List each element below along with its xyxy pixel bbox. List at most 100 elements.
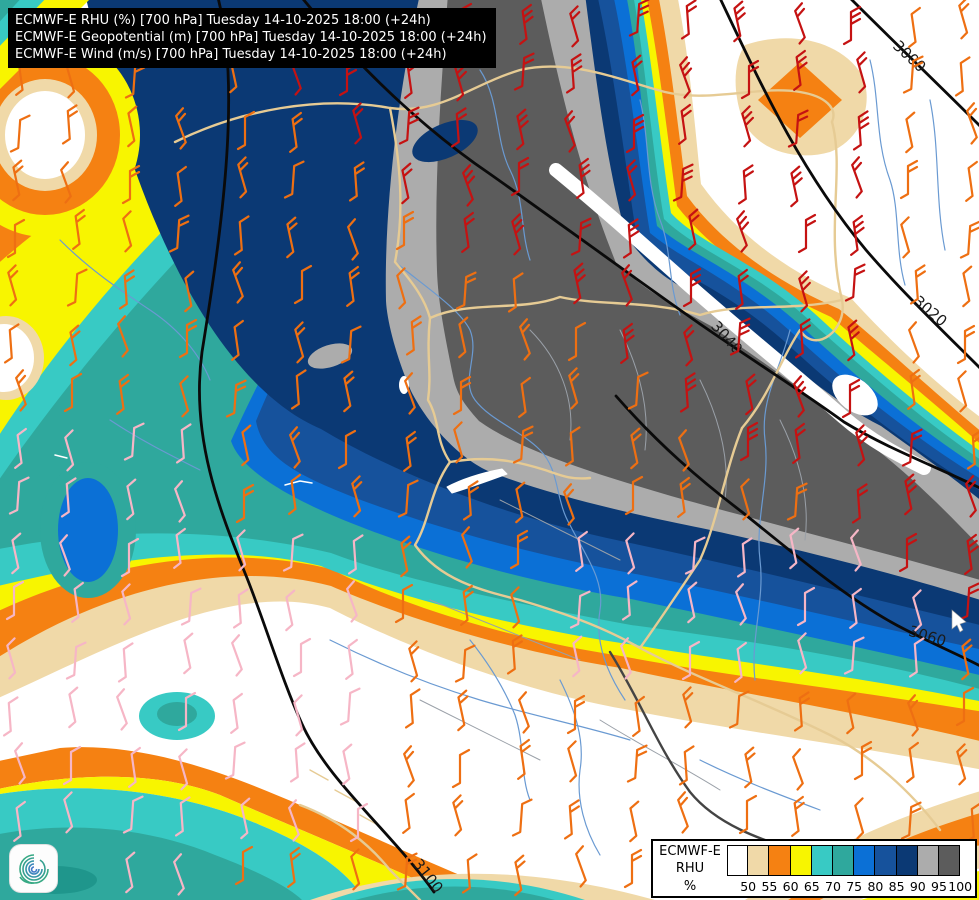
wind-barb <box>289 426 301 469</box>
wind-barb <box>852 110 870 151</box>
wind-barb <box>740 478 751 521</box>
wind-barb <box>518 376 531 418</box>
legend-tick-row: 50 55 60 65 70 75 80 85 90 95 100 <box>653 879 975 895</box>
wind-barb <box>72 208 86 250</box>
wind-barb <box>236 529 247 572</box>
legend-tick-label: 55 <box>761 879 778 894</box>
wind-barb <box>793 691 810 732</box>
wind-barb <box>853 740 873 781</box>
wind-barb <box>173 853 185 896</box>
wind-barb <box>622 218 640 259</box>
wind-barb <box>620 637 632 680</box>
wind-barb <box>241 424 252 467</box>
wind-barb <box>741 105 754 148</box>
wind-barb <box>345 638 358 680</box>
wind-barb <box>791 795 805 837</box>
wind-barb <box>682 267 702 308</box>
wind-barb <box>855 424 868 467</box>
wind-barb <box>175 107 187 150</box>
wind-barb <box>513 52 535 91</box>
wind-barb <box>682 686 694 729</box>
wind-barb <box>458 316 469 359</box>
wind-barb <box>117 315 129 358</box>
legend-tick-label: 90 <box>909 879 926 894</box>
wind-barb <box>797 632 808 675</box>
contour-3060 <box>614 394 979 667</box>
wind-barb <box>900 216 911 259</box>
wind-barb <box>511 213 524 256</box>
wind-barb <box>398 106 420 145</box>
wind-barb <box>66 268 88 307</box>
wind-barb <box>684 536 706 575</box>
legend-swatch <box>896 845 918 876</box>
wind-barb <box>576 157 591 199</box>
wind-barb <box>519 3 534 45</box>
wind-barb <box>13 800 26 842</box>
wind-barb <box>677 476 691 518</box>
wind-barb <box>567 740 578 783</box>
wind-barb <box>450 107 467 148</box>
wind-barb <box>575 845 587 888</box>
wind-barb <box>348 161 365 202</box>
wind-barb <box>340 325 362 364</box>
wind-barb <box>510 586 521 629</box>
wind-barb <box>905 111 916 154</box>
wind-barb <box>849 587 862 629</box>
wind-barb <box>288 473 301 515</box>
wind-barb <box>847 319 860 362</box>
wind-barb <box>455 271 477 310</box>
wind-barb <box>796 586 816 627</box>
legend-swatch <box>875 845 897 876</box>
wind-barb <box>231 634 243 677</box>
legend-tick-label: 80 <box>867 879 884 894</box>
wind-barb <box>451 748 471 789</box>
mouse-cursor <box>951 609 967 633</box>
wind-barb <box>7 264 19 307</box>
wind-barb <box>8 476 30 515</box>
legend-tick-label: 70 <box>825 879 841 894</box>
wind-barb <box>966 429 979 470</box>
wind-barb <box>678 745 695 786</box>
wind-barb <box>294 321 306 364</box>
wind-barb <box>408 640 420 683</box>
wind-barb <box>569 590 591 629</box>
wind-barb <box>964 533 979 575</box>
wind-barb <box>625 113 645 154</box>
wind-barb <box>346 580 358 623</box>
legend-tick-label: 50 <box>740 879 757 894</box>
wind-barb <box>342 743 353 786</box>
wind-barb <box>509 529 529 570</box>
wind-barb <box>792 748 804 791</box>
wind-barb <box>851 483 868 524</box>
wind-barb <box>224 741 246 780</box>
wind-barb <box>790 165 803 208</box>
wind-barb <box>60 161 72 204</box>
wind-barb <box>240 797 251 840</box>
wind-barb <box>956 743 968 786</box>
wind-barb <box>402 792 415 834</box>
wind-barb <box>851 156 863 199</box>
wind-barb <box>841 378 861 419</box>
wind-barb <box>846 692 857 735</box>
wind-barb <box>677 791 689 834</box>
wind-barb <box>907 694 919 737</box>
wind-barb <box>738 794 758 835</box>
wind-barb <box>404 688 421 729</box>
legend-swatch <box>748 845 770 876</box>
wind-barb <box>452 375 472 416</box>
legend-tick-label: 100 <box>948 879 973 894</box>
wind-barb <box>679 56 693 99</box>
wind-barb <box>395 210 415 251</box>
country-borders <box>173 65 942 900</box>
wind-barb <box>60 477 77 518</box>
wind-barb <box>285 589 296 632</box>
wind-barb <box>680 0 697 40</box>
wind-barb <box>962 265 973 308</box>
wind-barb <box>736 537 753 578</box>
wind-barb <box>565 53 583 94</box>
wind-barb <box>909 264 926 305</box>
legend-tick-label: 75 <box>846 879 863 894</box>
wind-barb <box>787 109 809 148</box>
wind-barb <box>15 369 27 412</box>
wind-barb <box>400 535 412 578</box>
